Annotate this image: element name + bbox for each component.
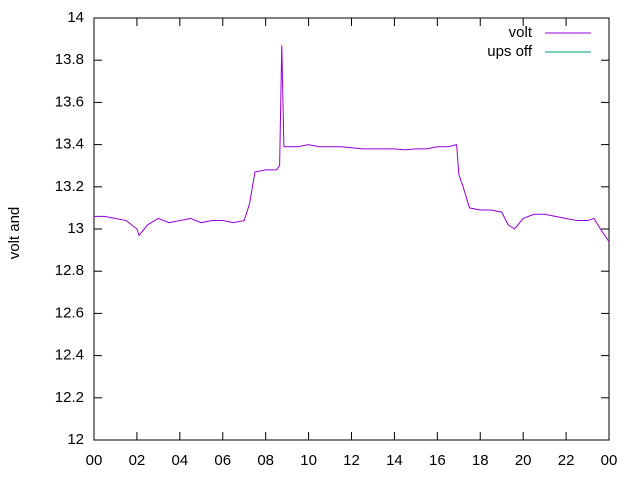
- y-tick-label: 13.8: [55, 51, 84, 68]
- x-tick-label: 12: [343, 452, 360, 469]
- x-tick-label: 16: [429, 452, 446, 469]
- x-tick-label: 22: [558, 452, 575, 469]
- legend-label: ups off: [487, 43, 533, 60]
- y-axis-label: volt and: [6, 207, 23, 260]
- x-tick-label: 04: [171, 452, 188, 469]
- x-tick-label: 06: [214, 452, 231, 469]
- x-tick-label: 18: [472, 452, 489, 469]
- y-tick-label: 13: [67, 220, 84, 237]
- x-tick-label: 00: [601, 452, 618, 469]
- y-tick-label: 14: [67, 9, 84, 26]
- x-tick-label: 14: [386, 452, 403, 469]
- data-line: [94, 45, 610, 242]
- x-tick-label: 02: [129, 452, 146, 469]
- y-tick-label: 12.8: [55, 262, 84, 279]
- y-tick-label: 13.6: [55, 93, 84, 110]
- y-tick-label: 13.2: [55, 178, 84, 195]
- x-tick-label: 20: [515, 452, 532, 469]
- y-tick-label: 12.4: [55, 347, 84, 364]
- x-tick-label: 10: [300, 452, 317, 469]
- legend-label: volt: [509, 24, 533, 41]
- y-tick-label: 13.4: [55, 136, 84, 153]
- plot-frame: [93, 17, 610, 441]
- x-tick-label: 00: [86, 452, 103, 469]
- x-tick-label: 08: [257, 452, 274, 469]
- y-tick-label: 12.2: [55, 389, 84, 406]
- y-tick-label: 12.6: [55, 304, 84, 321]
- y-tick-label: 12: [67, 431, 84, 448]
